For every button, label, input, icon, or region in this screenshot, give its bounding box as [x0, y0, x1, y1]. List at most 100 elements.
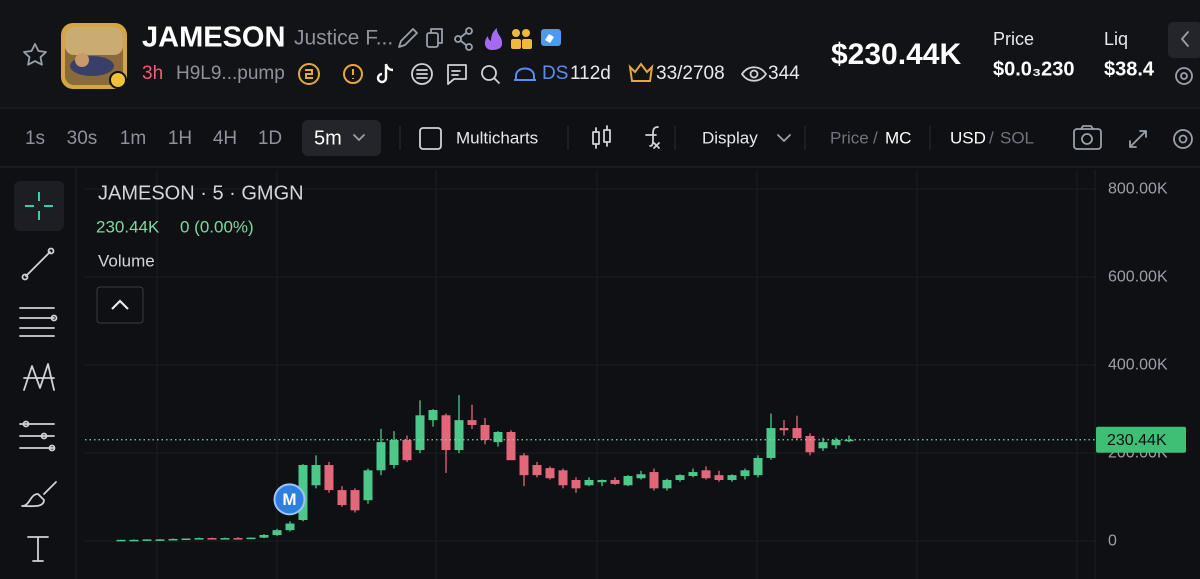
- ds-icon: [514, 67, 536, 81]
- edit-icon[interactable]: [398, 28, 418, 48]
- candle-body: [454, 420, 464, 451]
- sol-toggle[interactable]: SOL: [1000, 128, 1034, 147]
- display-menu[interactable]: Display: [702, 128, 758, 147]
- candle-body: [727, 475, 737, 480]
- favorite-star[interactable]: [23, 43, 47, 66]
- candle-body: [714, 475, 724, 480]
- interval-selected-bg[interactable]: [302, 120, 381, 156]
- projection-tool[interactable]: [19, 420, 56, 452]
- legend-change: 0 (0.00%): [180, 217, 254, 236]
- interval-option[interactable]: 1s: [25, 128, 45, 149]
- search-icon[interactable]: [481, 65, 500, 84]
- chevron: [353, 134, 365, 141]
- candle-body: [610, 479, 620, 484]
- migration-marker[interactable]: [273, 483, 306, 516]
- interval-option[interactable]: 1m: [120, 128, 146, 149]
- token-name: JAMESON: [142, 22, 285, 54]
- ds-label: DS: [542, 63, 568, 84]
- chart-settings-icon[interactable]: [1173, 129, 1193, 149]
- token-avatar[interactable]: [61, 23, 127, 89]
- interval-option[interactable]: 4H: [213, 128, 237, 149]
- y-tick-label: 0: [1108, 532, 1117, 549]
- candle-body: [571, 479, 581, 489]
- copy-icon[interactable]: [426, 28, 443, 48]
- candle-body: [558, 470, 568, 486]
- candle-type-icon[interactable]: [592, 125, 611, 149]
- candle-body: [272, 530, 282, 535]
- candle-body: [519, 455, 529, 476]
- multicharts-checkbox[interactable]: [419, 127, 442, 150]
- multicharts[interactable]: Multicharts: [456, 128, 538, 147]
- crosshair-tool[interactable]: [25, 192, 53, 220]
- candle-body: [506, 432, 516, 461]
- candle-body: [584, 479, 594, 486]
- text-tool[interactable]: [27, 536, 49, 562]
- dev-icon: [511, 29, 532, 49]
- list-icon[interactable]: [411, 63, 433, 85]
- liq-label: Liq: [1104, 29, 1128, 49]
- token-address[interactable]: H9L9...pump: [176, 63, 285, 84]
- pattern-tool[interactable]: [23, 363, 55, 391]
- candle-body: [688, 472, 698, 477]
- fullscreen-icon[interactable]: [1129, 130, 1147, 148]
- candle-body: [337, 490, 347, 506]
- y-tick-label: 800.00K: [1108, 180, 1168, 197]
- fib-tool[interactable]: [19, 307, 58, 337]
- share-icon[interactable]: [454, 27, 473, 51]
- price-toggle[interactable]: Price: [830, 128, 869, 147]
- interval-option[interactable]: 30s: [67, 128, 98, 149]
- collapse-panel[interactable]: [1168, 22, 1200, 58]
- candle-body: [662, 479, 672, 489]
- candle-body: [792, 428, 802, 439]
- toggle-separator: /: [989, 128, 994, 147]
- tool-selected-bg: [14, 181, 64, 231]
- candle-body: [675, 475, 685, 480]
- candle-body: [129, 539, 139, 542]
- settings-icon[interactable]: [1175, 67, 1193, 85]
- market-cap: $230.44K: [831, 38, 961, 71]
- candle-body: [818, 442, 828, 449]
- candle-body: [155, 539, 165, 541]
- screenshot-icon[interactable]: [1073, 125, 1102, 150]
- views-icon: [741, 66, 767, 82]
- price-label: Price: [993, 29, 1034, 49]
- candle-body: [753, 457, 763, 476]
- y-tick-label: 400.00K: [1108, 356, 1168, 373]
- holders: 33/2708: [656, 63, 725, 84]
- holders-icon: [628, 62, 654, 82]
- tiktok-icon[interactable]: [376, 63, 394, 84]
- chat-icon[interactable]: [447, 64, 467, 85]
- interval-selected[interactable]: 5m: [314, 127, 342, 149]
- candle-body: [740, 470, 750, 477]
- candle-body: [207, 538, 217, 540]
- candle-body: [428, 410, 438, 421]
- candle-body: [389, 439, 399, 466]
- price: $0.0₃230: [993, 58, 1075, 80]
- interval-option[interactable]: 1D: [258, 128, 282, 149]
- token-age: 3h: [142, 63, 163, 84]
- indicators-icon[interactable]: [645, 126, 660, 149]
- mc-toggle[interactable]: MC: [885, 128, 911, 147]
- candle-body: [493, 432, 503, 443]
- legend-collapse[interactable]: [96, 286, 144, 324]
- brush-tool[interactable]: [21, 481, 57, 508]
- y-tick-label: 600.00K: [1108, 268, 1168, 285]
- candle-body: [545, 468, 555, 479]
- toolbar-bg: [0, 109, 1200, 167]
- candle-body: [376, 442, 386, 471]
- candle-body: [636, 474, 646, 479]
- header-bg: [0, 0, 1200, 108]
- volume-label: Volume: [98, 251, 155, 270]
- candle-body: [350, 490, 360, 511]
- candle-body: [142, 539, 152, 541]
- pump-icon: [298, 63, 320, 85]
- line-tool[interactable]: [21, 247, 55, 281]
- chart-title: JAMESON · 5 · GMGN: [98, 182, 304, 204]
- candle-body: [597, 479, 607, 483]
- token-subtitle: Justice F...: [294, 27, 393, 50]
- interval-option[interactable]: 1H: [168, 128, 192, 149]
- candle-body: [194, 538, 204, 540]
- candle-body: [623, 476, 633, 486]
- candle-body: [246, 537, 256, 540]
- usd-toggle[interactable]: USD: [950, 128, 986, 147]
